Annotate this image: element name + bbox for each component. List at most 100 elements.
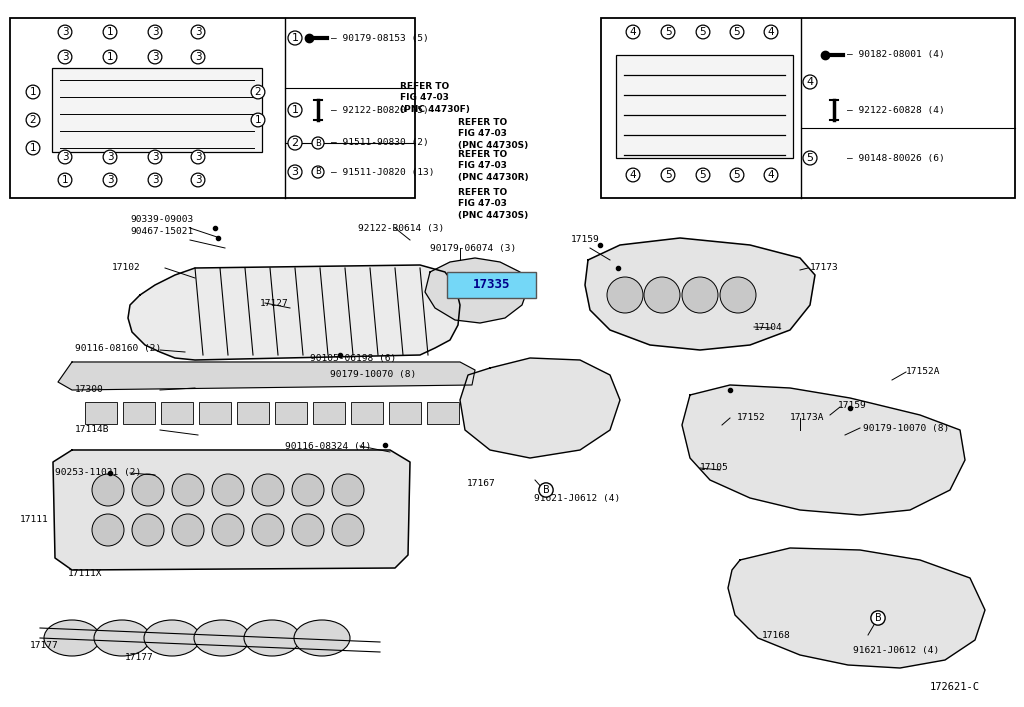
Polygon shape xyxy=(728,548,985,668)
Text: 3: 3 xyxy=(195,27,202,37)
Text: 17177: 17177 xyxy=(125,653,154,662)
Text: 5: 5 xyxy=(699,170,707,180)
Text: 172621-C: 172621-C xyxy=(930,682,980,692)
Text: 2: 2 xyxy=(292,138,299,148)
Text: 3: 3 xyxy=(106,175,114,185)
Polygon shape xyxy=(128,265,460,360)
Text: — 92122-B0820 (5): — 92122-B0820 (5) xyxy=(331,105,429,115)
Ellipse shape xyxy=(194,620,250,656)
Text: REFER TO
FIG 47-03
(PNC 44730S): REFER TO FIG 47-03 (PNC 44730S) xyxy=(458,188,528,220)
Text: 3: 3 xyxy=(152,152,159,162)
Text: B: B xyxy=(874,613,882,623)
Text: 3: 3 xyxy=(61,27,69,37)
Text: 17167: 17167 xyxy=(467,479,496,489)
Text: 17173A: 17173A xyxy=(790,414,824,423)
Text: 17102: 17102 xyxy=(112,264,140,272)
Text: 1: 1 xyxy=(30,143,36,153)
Text: 17335: 17335 xyxy=(473,279,510,291)
Text: 90105-06198 (6): 90105-06198 (6) xyxy=(310,354,396,363)
Circle shape xyxy=(92,514,124,546)
Circle shape xyxy=(332,474,364,506)
Circle shape xyxy=(212,474,244,506)
Bar xyxy=(447,272,536,298)
Text: — 90182-08001 (4): — 90182-08001 (4) xyxy=(847,50,945,59)
Polygon shape xyxy=(58,362,475,390)
Text: 3: 3 xyxy=(61,52,69,62)
Text: 1: 1 xyxy=(30,87,36,97)
Ellipse shape xyxy=(94,620,150,656)
Circle shape xyxy=(644,277,680,313)
Text: 3: 3 xyxy=(195,175,202,185)
Circle shape xyxy=(92,474,124,506)
Text: 1: 1 xyxy=(255,115,261,125)
Bar xyxy=(601,18,1015,198)
Text: 5: 5 xyxy=(665,170,672,180)
Bar xyxy=(10,18,415,198)
Polygon shape xyxy=(425,258,528,323)
Circle shape xyxy=(132,514,164,546)
Text: 17111X: 17111X xyxy=(68,570,102,578)
Text: B: B xyxy=(315,168,321,177)
Ellipse shape xyxy=(144,620,200,656)
Text: 90179-10070 (8): 90179-10070 (8) xyxy=(863,423,949,433)
Circle shape xyxy=(292,474,324,506)
Circle shape xyxy=(132,474,164,506)
Text: 4: 4 xyxy=(630,27,636,37)
Circle shape xyxy=(682,277,718,313)
Text: 90116-08160 (2): 90116-08160 (2) xyxy=(75,344,161,353)
Text: 92122-B0614 (3): 92122-B0614 (3) xyxy=(358,223,444,233)
Text: 2: 2 xyxy=(255,87,261,97)
Text: 4: 4 xyxy=(807,77,813,87)
Bar xyxy=(161,402,193,424)
Bar xyxy=(313,402,345,424)
Text: 17168: 17168 xyxy=(762,631,791,641)
Text: 90116-08324 (4): 90116-08324 (4) xyxy=(285,441,372,450)
Circle shape xyxy=(252,474,284,506)
Ellipse shape xyxy=(244,620,300,656)
Text: 5: 5 xyxy=(665,27,672,37)
Polygon shape xyxy=(682,385,965,515)
Bar xyxy=(52,68,262,152)
Text: 3: 3 xyxy=(61,152,69,162)
Bar xyxy=(123,402,155,424)
Text: — 92122-60828 (4): — 92122-60828 (4) xyxy=(847,105,945,115)
Text: REFER TO
FIG 47-03
(PNC 44730S): REFER TO FIG 47-03 (PNC 44730S) xyxy=(458,118,528,150)
Text: 17114B: 17114B xyxy=(75,426,110,435)
Ellipse shape xyxy=(294,620,350,656)
Text: REFER TO
FIG 47-03
(PNC 44730F): REFER TO FIG 47-03 (PNC 44730F) xyxy=(400,82,470,114)
Text: — 90148-80026 (6): — 90148-80026 (6) xyxy=(847,153,945,163)
Text: 17105: 17105 xyxy=(700,464,729,472)
Text: 5: 5 xyxy=(807,153,813,163)
Polygon shape xyxy=(585,238,815,350)
Circle shape xyxy=(172,514,204,546)
Text: 17300: 17300 xyxy=(75,385,103,395)
Text: 90179-06074 (3): 90179-06074 (3) xyxy=(430,243,516,252)
Text: 90339-09003: 90339-09003 xyxy=(130,216,194,225)
Text: 4: 4 xyxy=(768,170,774,180)
Text: 4: 4 xyxy=(768,27,774,37)
Text: 5: 5 xyxy=(733,27,740,37)
Text: 17127: 17127 xyxy=(260,298,289,308)
Text: 17111: 17111 xyxy=(20,515,49,525)
Text: 3: 3 xyxy=(106,152,114,162)
Bar xyxy=(199,402,231,424)
Text: 3: 3 xyxy=(152,27,159,37)
Circle shape xyxy=(292,514,324,546)
Bar xyxy=(389,402,421,424)
Circle shape xyxy=(252,514,284,546)
Text: 17152: 17152 xyxy=(737,414,766,423)
Text: 91621-J0612 (4): 91621-J0612 (4) xyxy=(853,646,939,655)
Bar xyxy=(616,55,793,158)
Text: 91621-J0612 (4): 91621-J0612 (4) xyxy=(534,494,621,503)
Bar xyxy=(351,402,383,424)
Text: B: B xyxy=(543,485,549,495)
Text: 1: 1 xyxy=(106,27,114,37)
Text: 3: 3 xyxy=(195,152,202,162)
Circle shape xyxy=(172,474,204,506)
Text: 17104: 17104 xyxy=(754,322,782,332)
Text: 1: 1 xyxy=(61,175,69,185)
Text: 2: 2 xyxy=(30,115,36,125)
Circle shape xyxy=(607,277,643,313)
Polygon shape xyxy=(53,450,410,570)
Text: 3: 3 xyxy=(292,167,299,177)
